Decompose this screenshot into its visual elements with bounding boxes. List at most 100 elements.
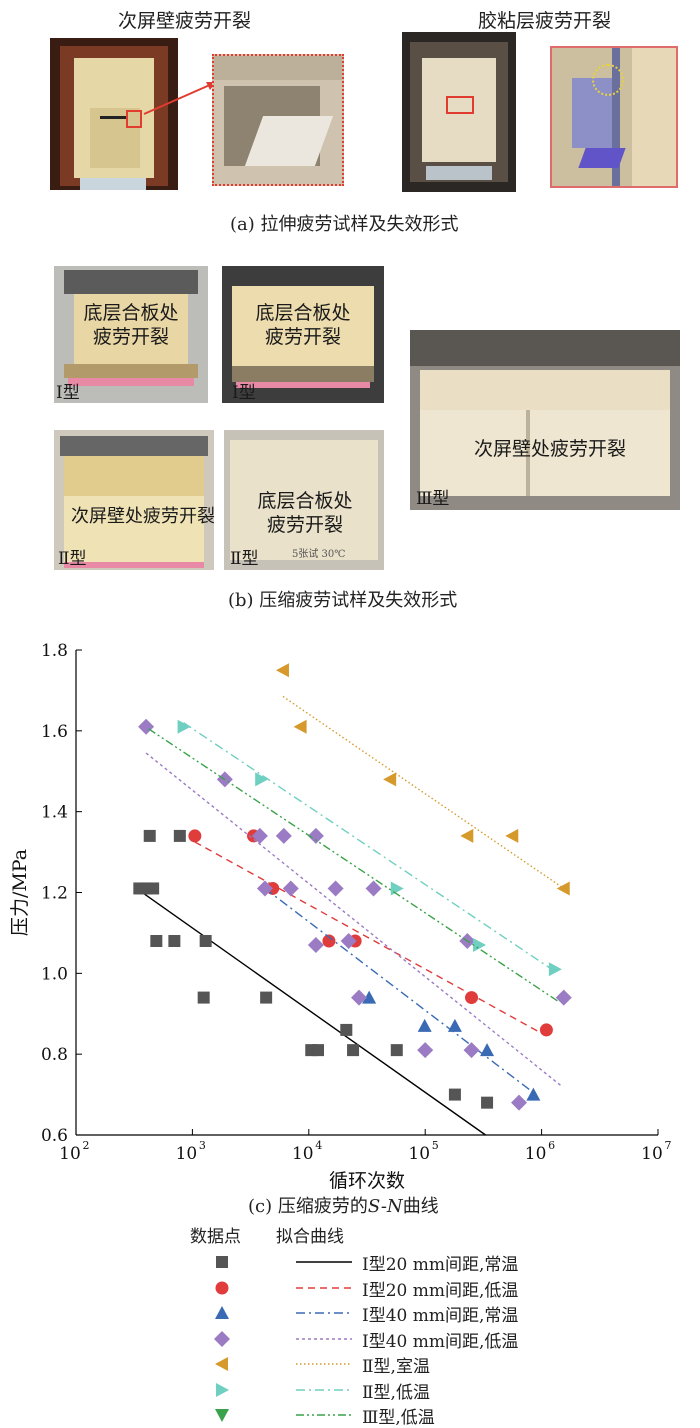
photo-1-type-label: Ⅰ型 (56, 383, 80, 403)
data-point-series-5 (390, 881, 404, 896)
data-point-series-3 (417, 1042, 434, 1059)
fit-line-0 (138, 889, 486, 1136)
sn-curve-chart: 0.60.81.01.21.41.61.810 2 10 3 10 4 10 5 10 6 10 7循… (9, 641, 672, 1190)
legend-entry: Ⅰ型40 mm间距,常温 (0, 1301, 700, 1326)
x-tick-exponent: 2 (83, 1139, 90, 1152)
data-point-series-4 (275, 663, 289, 678)
x-tick-exponent: 5 (432, 1139, 439, 1152)
y-tick-label: 1.4 (41, 803, 68, 823)
legend-marker (215, 1281, 229, 1294)
data-point-series-3 (365, 880, 382, 897)
y-tick-label: 1.6 (41, 722, 68, 742)
data-point-series-2 (417, 1018, 432, 1032)
legend-symbols (215, 1306, 352, 1319)
data-point-series-3 (327, 880, 344, 897)
legend-label: Ⅰ型20 mm间距,常温 (362, 1255, 519, 1275)
legend-symbols (215, 1281, 352, 1294)
data-point-series-5 (255, 772, 269, 787)
data-point-series-3 (340, 933, 357, 949)
data-point-series-5 (548, 962, 562, 977)
photo-3-text: 次屏壁处疲劳开裂 (71, 506, 215, 527)
legend-marker (216, 1382, 229, 1397)
legend-entry: Ⅱ型,室温 (0, 1352, 700, 1377)
photo-5-text: 次屏壁处疲劳开裂 (473, 438, 626, 460)
data-point-series-0 (312, 1044, 325, 1057)
legend-entry: Ⅰ型20 mm间距,低温 (0, 1276, 700, 1301)
y-tick-label: 0.6 (41, 1126, 68, 1146)
legend-header-curves: 拟合曲线 (276, 1227, 344, 1247)
compression-photo-3 (54, 430, 214, 570)
tensile-specimen-photo-left (50, 38, 178, 190)
legend-label: Ⅰ型20 mm间距,低温 (362, 1280, 519, 1301)
data-point-series-2 (480, 1043, 495, 1057)
data-point-series-3 (351, 989, 368, 1006)
x-tick-exponent: 3 (199, 1139, 206, 1152)
x-tick-label: 10 (408, 1144, 430, 1164)
legend-label: Ⅱ型,室温 (362, 1357, 430, 1377)
data-point-series-4 (505, 828, 519, 843)
panel-c-caption-suffix: 曲线 (402, 1196, 439, 1217)
data-point-series-0 (143, 829, 156, 842)
panel-c-caption-prefix: (c) 压缩疲劳的 (248, 1196, 368, 1217)
photo-1-text-line2: 疲劳开裂 (92, 326, 169, 348)
data-point-series-3 (138, 718, 155, 735)
x-tick-label: 10 (176, 1144, 198, 1164)
data-point-series-3 (275, 827, 292, 844)
y-axis-label: 压力/MPa (9, 849, 31, 936)
zoom-arrow (143, 82, 216, 115)
fit-line-3 (145, 752, 563, 1088)
data-point-series-4 (460, 828, 474, 843)
legend-marker (215, 1409, 229, 1422)
data-point-series-5 (473, 938, 487, 953)
data-point-series-1 (465, 991, 479, 1005)
photo-4-type-label: Ⅱ型 (230, 549, 259, 569)
data-point-series-0 (481, 1096, 494, 1109)
data-point-series-0 (150, 935, 163, 947)
y-tick-label: 0.8 (41, 1045, 68, 1065)
x-tick-label: 10 (525, 1144, 547, 1164)
legend-symbols (216, 1256, 352, 1268)
legend-symbols (215, 1409, 352, 1422)
data-point-series-1 (539, 1023, 553, 1037)
compression-photo-1 (54, 266, 208, 403)
data-point-series-3 (511, 1094, 528, 1111)
legend-label: Ⅰ型40 mm间距,常温 (362, 1306, 519, 1326)
data-point-series-0 (340, 1023, 353, 1036)
legend-marker (215, 1306, 229, 1319)
data-point-series-0 (147, 882, 160, 895)
photo-3-type-label: Ⅱ型 (58, 549, 87, 569)
data-point-series-4 (383, 772, 397, 787)
panel-b-caption: (b) 压缩疲劳试样及失效形式 (228, 590, 458, 611)
x-tick-exponent: 7 (665, 1139, 672, 1152)
data-point-series-2 (362, 990, 377, 1004)
fit-line-1 (194, 841, 547, 1037)
data-point-series-2 (526, 1087, 541, 1101)
panel-c-caption-italic: S-N (367, 1196, 403, 1217)
x-tick-exponent: 6 (548, 1139, 555, 1152)
x-tick-label: 10 (641, 1144, 663, 1164)
data-point-series-0 (173, 829, 186, 842)
photo-2-text-line2: 疲劳开裂 (264, 326, 341, 348)
panel-a-caption: (a) 拉伸疲劳试样及失效形式 (230, 214, 459, 235)
data-point-series-5 (177, 719, 191, 734)
data-point-series-3 (555, 989, 572, 1006)
panel-a-label-right: 胶粘层疲劳开裂 (478, 10, 612, 32)
data-point-series-0 (390, 1044, 403, 1057)
data-point-series-0 (347, 1044, 360, 1057)
x-tick-exponent: 4 (315, 1139, 322, 1152)
data-point-series-2 (447, 1018, 462, 1032)
data-point-series-0 (448, 1088, 461, 1101)
panel-a-label-left: 次屏壁疲劳开裂 (118, 10, 252, 32)
legend-marker (216, 1256, 228, 1268)
data-point-series-3 (251, 827, 268, 844)
photo-5-type-label: Ⅲ型 (416, 489, 450, 509)
x-tick-label: 10 (292, 1144, 314, 1164)
data-point-series-0 (168, 935, 181, 947)
data-point-series-0 (260, 991, 273, 1004)
data-point-series-3 (282, 880, 299, 897)
y-tick-label: 1.8 (41, 641, 68, 661)
fit-line-4 (282, 695, 565, 890)
photo-2-text-line1: 底层合板处 (255, 302, 351, 324)
photo-4-text-line2: 疲劳开裂 (266, 514, 343, 536)
data-point-series-3 (463, 1042, 480, 1059)
